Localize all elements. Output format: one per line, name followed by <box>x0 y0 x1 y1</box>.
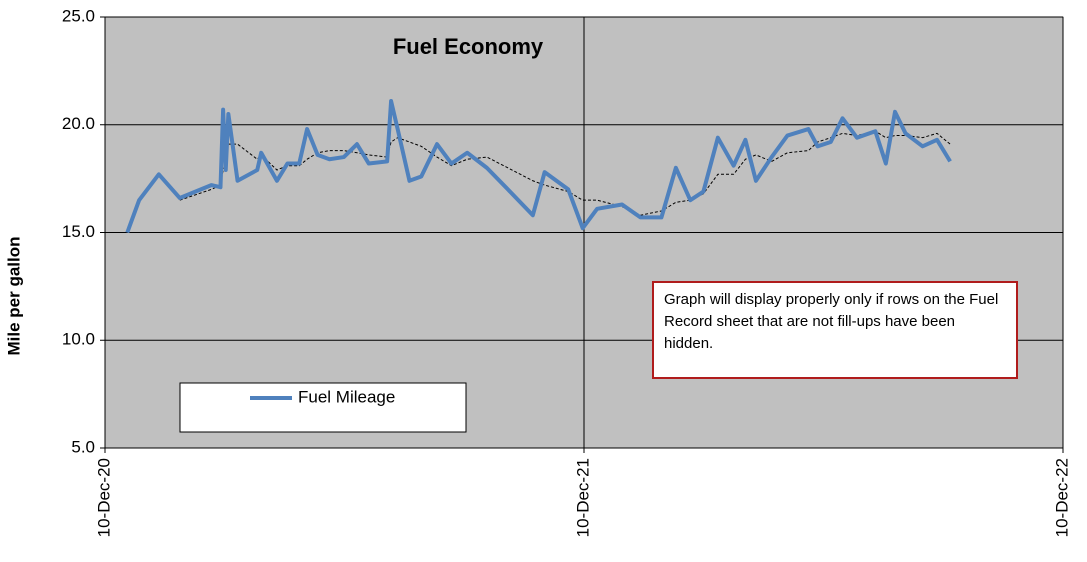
x-tick-label: 10-Dec-22 <box>1052 458 1071 537</box>
legend-box <box>179 382 467 433</box>
legend: Fuel Mileage <box>179 382 467 433</box>
y-tick-label: 10.0 <box>62 330 95 349</box>
annotation: Graph will display properly only if rows… <box>652 281 1018 379</box>
y-tick-label: 25.0 <box>62 6 95 25</box>
legend-label: Fuel Mileage <box>298 387 395 406</box>
x-tick-label: 10-Dec-20 <box>94 458 113 537</box>
y-tick-label: 15.0 <box>62 222 95 241</box>
trendline <box>179 130 951 216</box>
x-tick-label: 10-Dec-21 <box>573 458 592 537</box>
y-axis-label: Mile per gallon <box>4 236 23 355</box>
y-tick-label: 20.0 <box>62 114 95 133</box>
y-tick-label: 5.0 <box>71 437 95 456</box>
line <box>125 99 952 234</box>
chart-title: Fuel Economy <box>393 34 544 59</box>
